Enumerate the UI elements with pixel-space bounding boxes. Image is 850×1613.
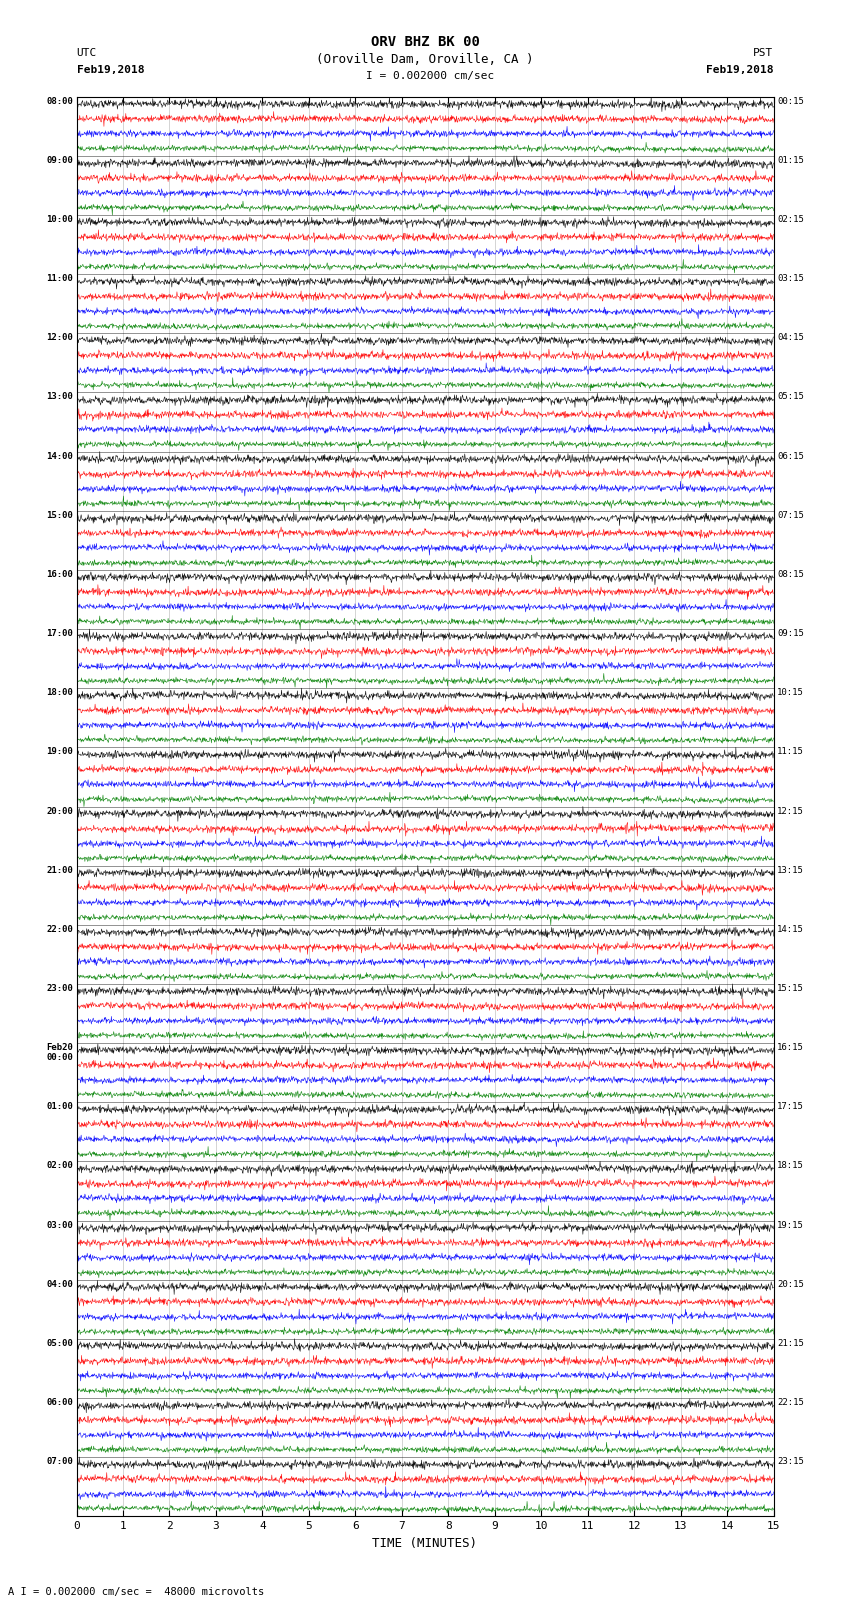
Text: 23:15: 23:15 [777, 1457, 804, 1466]
Text: 00:15: 00:15 [777, 97, 804, 106]
Text: 07:15: 07:15 [777, 511, 804, 519]
Text: UTC: UTC [76, 48, 97, 58]
Text: 21:00: 21:00 [46, 866, 73, 874]
Text: 16:15: 16:15 [777, 1044, 804, 1052]
Text: 23:00: 23:00 [46, 984, 73, 994]
Text: Feb19,2018: Feb19,2018 [76, 65, 144, 74]
Text: 06:00: 06:00 [46, 1398, 73, 1407]
Text: 19:15: 19:15 [777, 1221, 804, 1229]
Text: ORV BHZ BK 00: ORV BHZ BK 00 [371, 35, 479, 50]
Text: 02:15: 02:15 [777, 215, 804, 224]
Text: 21:15: 21:15 [777, 1339, 804, 1348]
Text: 18:00: 18:00 [46, 689, 73, 697]
Text: 15:15: 15:15 [777, 984, 804, 994]
Text: 14:15: 14:15 [777, 924, 804, 934]
Text: 03:00: 03:00 [46, 1221, 73, 1229]
Text: 13:15: 13:15 [777, 866, 804, 874]
Text: 09:15: 09:15 [777, 629, 804, 639]
Text: 08:00: 08:00 [46, 97, 73, 106]
Text: 14:00: 14:00 [46, 452, 73, 461]
Text: 09:00: 09:00 [46, 156, 73, 165]
Text: 12:00: 12:00 [46, 334, 73, 342]
Text: 05:00: 05:00 [46, 1339, 73, 1348]
Text: 06:15: 06:15 [777, 452, 804, 461]
X-axis label: TIME (MINUTES): TIME (MINUTES) [372, 1537, 478, 1550]
Text: 01:00: 01:00 [46, 1102, 73, 1111]
Text: 18:15: 18:15 [777, 1161, 804, 1171]
Text: 12:15: 12:15 [777, 806, 804, 816]
Text: 16:00: 16:00 [46, 569, 73, 579]
Text: 22:00: 22:00 [46, 924, 73, 934]
Text: 11:15: 11:15 [777, 747, 804, 756]
Text: 10:00: 10:00 [46, 215, 73, 224]
Text: 15:00: 15:00 [46, 511, 73, 519]
Text: A I = 0.002000 cm/sec =  48000 microvolts: A I = 0.002000 cm/sec = 48000 microvolts [8, 1587, 264, 1597]
Text: I = 0.002000 cm/sec: I = 0.002000 cm/sec [366, 71, 494, 81]
Text: 07:00: 07:00 [46, 1457, 73, 1466]
Text: 01:15: 01:15 [777, 156, 804, 165]
Text: 04:00: 04:00 [46, 1279, 73, 1289]
Text: PST: PST [753, 48, 774, 58]
Text: 03:15: 03:15 [777, 274, 804, 284]
Text: Feb20
00:00: Feb20 00:00 [46, 1044, 73, 1063]
Text: 04:15: 04:15 [777, 334, 804, 342]
Text: 05:15: 05:15 [777, 392, 804, 402]
Text: (Oroville Dam, Oroville, CA ): (Oroville Dam, Oroville, CA ) [316, 53, 534, 66]
Text: 19:00: 19:00 [46, 747, 73, 756]
Text: 10:15: 10:15 [777, 689, 804, 697]
Text: 08:15: 08:15 [777, 569, 804, 579]
Text: Feb19,2018: Feb19,2018 [706, 65, 774, 74]
Text: 02:00: 02:00 [46, 1161, 73, 1171]
Text: 11:00: 11:00 [46, 274, 73, 284]
Text: 22:15: 22:15 [777, 1398, 804, 1407]
Text: 13:00: 13:00 [46, 392, 73, 402]
Text: 20:00: 20:00 [46, 806, 73, 816]
Text: 20:15: 20:15 [777, 1279, 804, 1289]
Text: 17:00: 17:00 [46, 629, 73, 639]
Text: 17:15: 17:15 [777, 1102, 804, 1111]
